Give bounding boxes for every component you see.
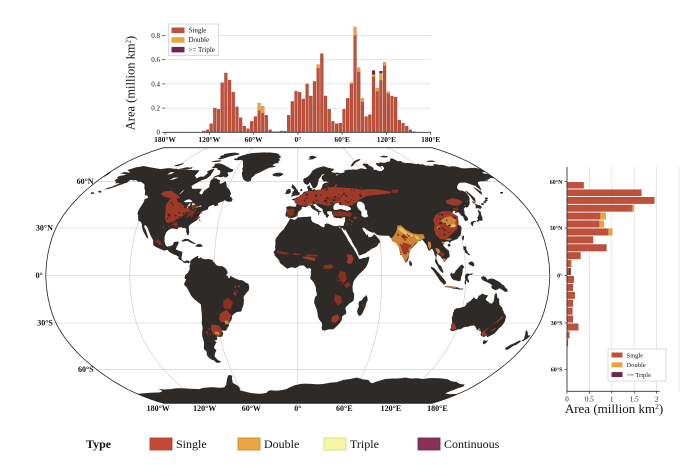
svg-text:60°S: 60°S [78,365,94,374]
svg-text:Single: Single [627,352,644,359]
svg-text:120°W: 120°W [198,135,220,144]
svg-text:Triple: Triple [350,437,379,451]
svg-text:180°E: 180°E [427,404,448,413]
svg-text:30°N: 30°N [36,224,53,233]
svg-text:0: 0 [565,395,569,403]
svg-text:Area (million km2): Area (million km2) [124,36,138,130]
svg-text:Continuous: Continuous [444,437,500,451]
svg-text:0: 0 [157,129,161,137]
svg-text:60°E: 60°E [334,135,350,144]
svg-text:0°: 0° [294,404,301,413]
svg-text:0°: 0° [36,271,43,280]
svg-text:Type: Type [86,437,112,451]
svg-text:1.5: 1.5 [630,395,639,403]
svg-text:180°W: 180°W [147,404,170,413]
svg-text:2: 2 [655,395,659,403]
svg-text:Double: Double [627,362,646,369]
svg-text:120°W: 120°W [193,404,216,413]
svg-text:Double: Double [264,437,299,451]
svg-text:0.2: 0.2 [151,105,160,113]
svg-text:60°S: 60°S [551,367,563,374]
svg-text:0°: 0° [295,135,302,144]
svg-text:Single: Single [189,27,207,35]
svg-text:120°E: 120°E [381,404,402,413]
svg-text:0.4: 0.4 [151,80,160,88]
svg-text:0.8: 0.8 [151,32,160,40]
svg-text:60°E: 60°E [336,404,353,413]
svg-text:1: 1 [610,395,614,403]
svg-text:60°N: 60°N [550,179,563,186]
svg-text:120°E: 120°E [377,135,396,144]
svg-text:60°W: 60°W [242,404,261,413]
svg-text:0.6: 0.6 [151,56,160,64]
svg-text:30°S: 30°S [551,320,563,327]
svg-text:>= Triple: >= Triple [189,46,215,54]
svg-text:0°: 0° [557,273,563,280]
svg-text:>= Triple: >= Triple [627,372,652,379]
svg-text:60°W: 60°W [245,135,263,144]
svg-text:Double: Double [189,36,210,44]
svg-text:30°S: 30°S [37,319,53,328]
svg-text:Area (million km2): Area (million km2) [565,401,663,416]
svg-text:180°E: 180°E [421,135,440,144]
svg-text:60°N: 60°N [77,177,94,186]
svg-text:Single: Single [176,437,207,451]
svg-text:180°W: 180°W [154,135,176,144]
svg-text:0.5: 0.5 [585,395,594,403]
svg-text:30°N: 30°N [550,225,563,232]
